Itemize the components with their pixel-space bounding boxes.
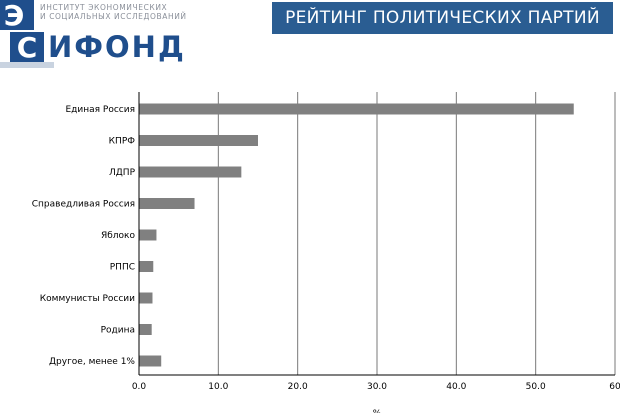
- sifond-logo: Э С ИНСТИТУТ ЭКОНОМИЧЕСКИХ И СОЦИАЛЬНЫХ …: [0, 0, 200, 70]
- institute-name-line1: ИНСТИТУТ ЭКОНОМИЧЕСКИХ: [40, 3, 168, 12]
- bar: [139, 229, 157, 241]
- x-tick-label: 40.0: [446, 382, 466, 392]
- category-label: Единая Россия: [65, 105, 135, 115]
- category-label: Справедливая Россия: [32, 200, 135, 210]
- category-label: РППС: [110, 263, 135, 273]
- logo-fond-text: ИФОНД: [48, 30, 186, 64]
- x-tick-label: 30.0: [367, 382, 387, 392]
- bar: [139, 355, 162, 367]
- bar: [139, 324, 152, 335]
- logo-shadow-bar: [0, 62, 54, 68]
- bar: [139, 166, 242, 178]
- logo-letter-s: С: [10, 31, 44, 64]
- bar: [139, 103, 574, 115]
- category-label: КПРФ: [109, 137, 136, 147]
- category-label: Яблоко: [101, 231, 135, 241]
- x-tick-label: 0.0: [132, 382, 147, 392]
- bar: [139, 292, 153, 304]
- category-label: Коммунисты России: [40, 294, 135, 304]
- bar: [139, 135, 258, 146]
- bar: [139, 198, 195, 209]
- x-tick-label: 50.0: [526, 382, 546, 392]
- logo-letter-e: Э: [0, 0, 34, 32]
- x-tick-label: 20.0: [288, 382, 308, 392]
- x-axis-label: %: [373, 409, 382, 413]
- x-tick-label: 10.0: [208, 382, 228, 392]
- x-tick-label: 60: [609, 382, 620, 392]
- category-label: Другое, менее 1%: [49, 357, 135, 367]
- page-title: РЕЙТИНГ ПОЛИТИЧЕСКИХ ПАРТИЙ: [272, 2, 613, 34]
- category-label: ЛДПР: [109, 168, 136, 178]
- bar: [139, 261, 154, 272]
- institute-name: ИНСТИТУТ ЭКОНОМИЧЕСКИХ И СОЦИАЛЬНЫХ ИССЛ…: [40, 3, 187, 21]
- category-label: Родина: [101, 326, 135, 336]
- institute-name-line2: И СОЦИАЛЬНЫХ ИССЛЕДОВАНИЙ: [40, 12, 187, 21]
